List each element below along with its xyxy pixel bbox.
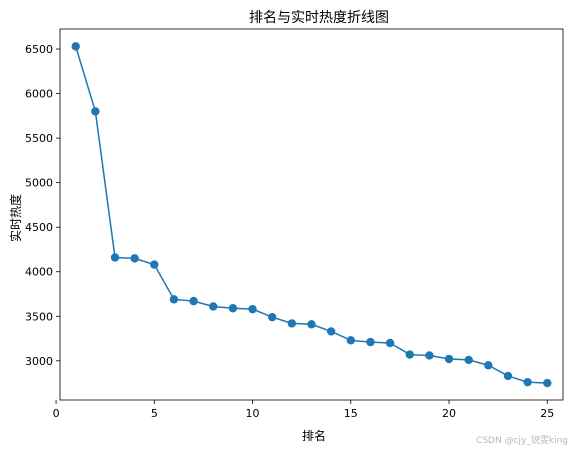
data-point xyxy=(346,336,355,345)
y-tick-label: 5000 xyxy=(25,177,53,190)
x-tick-label: 20 xyxy=(442,407,456,420)
x-tick-label: 10 xyxy=(246,407,260,420)
x-axis-label: 排名 xyxy=(302,428,326,443)
data-point xyxy=(209,302,218,311)
y-axis-label: 实时热度 xyxy=(8,194,23,242)
x-tick-label: 0 xyxy=(53,407,60,420)
data-point xyxy=(484,361,493,370)
plot-area xyxy=(59,28,564,401)
data-point xyxy=(228,304,238,313)
y-tick-label: 4500 xyxy=(25,221,53,234)
data-point xyxy=(110,253,120,262)
data-point xyxy=(425,351,434,360)
data-point xyxy=(71,42,80,51)
chart-title: 排名与实时热度折线图 xyxy=(249,10,389,26)
data-point xyxy=(385,338,395,348)
data-point xyxy=(464,355,473,365)
data-point xyxy=(268,312,277,322)
data-point xyxy=(366,337,375,347)
data-point xyxy=(248,304,257,314)
y-tick-label: 3500 xyxy=(25,310,53,323)
data-point xyxy=(91,107,100,116)
series-line xyxy=(75,46,548,384)
data-point xyxy=(444,354,454,364)
data-point xyxy=(189,296,198,306)
x-axis: 0 5 10 15 20 25 xyxy=(53,400,554,420)
data-point xyxy=(326,327,336,336)
data-point xyxy=(150,260,159,269)
data-point xyxy=(169,295,179,304)
watermark: CSDN @cjy_锐雯king xyxy=(476,436,568,446)
data-point xyxy=(287,319,297,328)
y-tick-label: 3000 xyxy=(25,355,53,368)
x-tick-label: 25 xyxy=(540,407,554,420)
data-point xyxy=(405,350,414,359)
data-point xyxy=(543,378,552,388)
data-points xyxy=(71,42,552,388)
data-point xyxy=(523,377,532,387)
y-tick-label: 6500 xyxy=(25,43,53,56)
x-tick-label: 5 xyxy=(151,407,158,420)
data-point xyxy=(503,371,513,381)
data-point xyxy=(130,254,139,263)
y-tick-label: 6000 xyxy=(25,88,53,101)
data-point xyxy=(307,320,316,329)
x-tick-label: 15 xyxy=(344,407,358,420)
y-tick-label: 5500 xyxy=(25,132,53,145)
y-axis: 3000 3500 4000 4500 5000 5500 6000 6500 xyxy=(25,43,60,368)
y-tick-label: 4000 xyxy=(25,266,53,279)
